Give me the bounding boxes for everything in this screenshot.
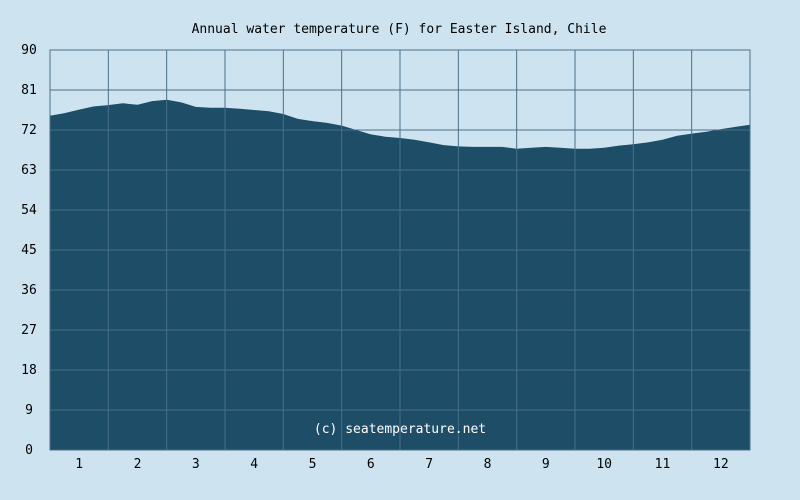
x-tick-label: 1 [75, 457, 83, 472]
x-tick-label: 9 [542, 457, 550, 472]
x-tick-label: 4 [250, 457, 258, 472]
y-tick-label: 63 [21, 163, 37, 178]
x-tick-label: 12 [713, 457, 729, 472]
copyright-annotation: (c) seatemperature.net [314, 422, 486, 437]
y-tick-label: 45 [21, 243, 37, 258]
x-tick-label: 6 [367, 457, 375, 472]
y-tick-label: 9 [25, 403, 33, 418]
x-tick-label: 2 [134, 457, 142, 472]
y-tick-label: 27 [21, 323, 37, 338]
chart-title: Annual water temperature (F) for Easter … [192, 22, 607, 37]
x-axis-ticks: 1 2 3 4 5 6 7 8 9 10 11 12 [75, 457, 728, 472]
y-axis-ticks: 0 9 18 27 36 45 54 63 72 81 90 [21, 43, 37, 458]
x-tick-label: 8 [484, 457, 492, 472]
plot-area [49, 49, 751, 451]
x-tick-label: 7 [425, 457, 433, 472]
y-tick-label: 18 [21, 363, 37, 378]
y-tick-label: 0 [25, 443, 33, 458]
x-tick-label: 3 [192, 457, 200, 472]
y-tick-label: 72 [21, 123, 37, 138]
y-tick-label: 54 [21, 203, 37, 218]
x-tick-label: 10 [596, 457, 612, 472]
y-tick-label: 90 [21, 43, 37, 58]
x-tick-label: 11 [655, 457, 671, 472]
y-tick-label: 36 [21, 283, 37, 298]
y-tick-label: 81 [21, 83, 37, 98]
plot-frame [49, 49, 751, 451]
x-tick-label: 5 [309, 457, 317, 472]
